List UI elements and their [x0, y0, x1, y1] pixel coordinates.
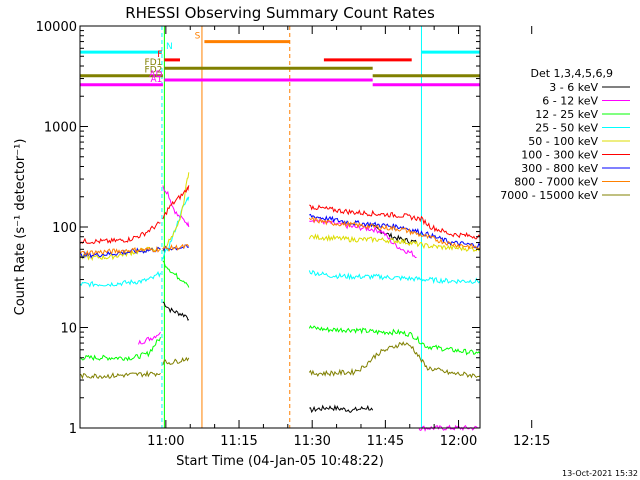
y-tick-label-0: 1 — [69, 422, 77, 437]
series-line-1-1 — [162, 185, 190, 228]
series-line-5-1 — [162, 185, 190, 220]
y-axis: 1 10 100 1000 10000 — [36, 20, 480, 437]
series-line-7-2 — [308, 216, 481, 250]
legend-label-1: 6 - 12 keV — [542, 95, 598, 108]
series-line-0-1 — [309, 404, 374, 414]
legend-label-7: 800 - 7000 keV — [514, 176, 598, 189]
series-line-2-2 — [308, 324, 481, 356]
series-line-1-0 — [138, 331, 161, 345]
series-line-8-0 — [79, 370, 161, 380]
series-layer — [79, 172, 481, 432]
flag-label-n: N — [166, 42, 173, 52]
legend-title: Det 1,3,4,5,6,9 — [530, 67, 613, 80]
flag-label-ad: AD — [149, 70, 162, 80]
series-line-2-1 — [162, 260, 190, 288]
y-tick-label-4: 10000 — [36, 20, 77, 35]
series-line-8-1 — [162, 356, 190, 365]
x-axis-label: Start Time (04-Jan-05 10:48:22) — [176, 454, 384, 469]
y-tick-label-3: 1000 — [44, 121, 77, 136]
flag-label-a1: A1 — [150, 75, 162, 85]
plot-frame — [79, 25, 481, 429]
x-tick-label-1: 11:15 — [220, 434, 257, 449]
x-tick-label-3: 11:45 — [367, 434, 404, 449]
series-line-8-2 — [308, 341, 481, 379]
flag-label-fd2: FD2 — [145, 66, 163, 76]
series-line-4-2 — [308, 233, 481, 253]
legend-label-3: 25 - 50 keV — [535, 122, 598, 135]
series-line-3-2 — [308, 269, 481, 285]
legend-label-5: 100 - 300 keV — [521, 149, 598, 162]
series-line-5-0 — [79, 221, 161, 245]
series-line-0-0 — [162, 301, 190, 321]
flag-label-s: S — [195, 32, 201, 42]
chart-title: RHESSI Observing Summary Count Rates — [125, 4, 435, 22]
legend-label-4: 50 - 100 keV — [528, 135, 598, 148]
legend-label-0: 3 - 6 keV — [549, 81, 598, 94]
flag-label-fd1: FD1 — [145, 58, 163, 68]
legend-label-8: 7000 - 15000 keV — [500, 189, 598, 202]
series-line-5-2 — [309, 204, 481, 240]
x-tick-label-0: 11:00 — [147, 434, 184, 449]
legend-label-2: 12 - 25 keV — [535, 108, 598, 121]
footer-timestamp: 13-Oct-2021 15:32 — [562, 469, 638, 478]
x-tick-label-4: 12:00 — [440, 434, 477, 449]
x-tick-label-5: 12:15 — [513, 434, 550, 449]
y-tick-label-1: 10 — [60, 322, 77, 337]
y-tick-label-2: 100 — [52, 221, 77, 236]
x-tick-label-2: 11:30 — [293, 434, 330, 449]
y-axis-label: Count Rate (s⁻¹ detector⁻¹) — [13, 139, 28, 316]
series-line-3-0 — [79, 270, 161, 288]
series-line-7-0 — [79, 245, 161, 257]
series-line-7-1 — [162, 243, 190, 252]
series-line-2-0 — [79, 337, 161, 362]
flag-label-f: F — [157, 50, 162, 60]
x-axis: 11:00 11:15 11:30 11:45 12:00 12:15 — [147, 26, 550, 449]
legend-label-6: 300 - 800 keV — [521, 162, 598, 175]
